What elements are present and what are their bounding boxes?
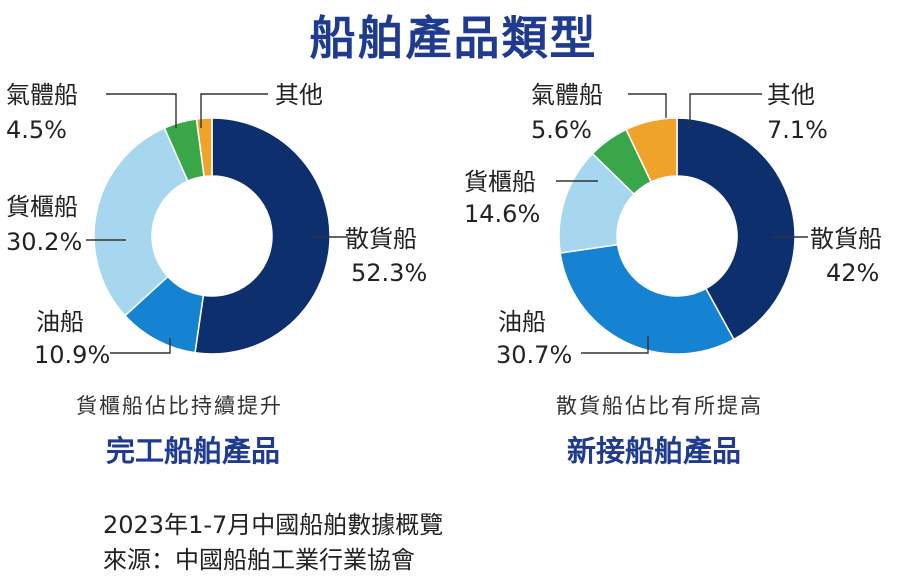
- chart-1-value-bulk: 52.3%: [351, 259, 427, 287]
- chart-1-leader-tanker: [110, 338, 171, 354]
- chart-2-leader-other: [689, 93, 762, 128]
- chart-2-slice-other: [625, 117, 678, 183]
- chart-2-slice-bulk: [676, 117, 796, 341]
- chart-1-label-container: 貨櫃船: [6, 193, 78, 221]
- chart-2-label-other: 其他: [767, 81, 815, 109]
- chart-1-slice-bulk: [194, 117, 331, 355]
- chart-1-leader-other: [200, 93, 268, 128]
- chart-2-subtitle: 新接船舶產品: [567, 434, 742, 468]
- footer-source: 來源：中國船舶工業行業協會: [103, 546, 415, 574]
- chart-1-value-container: 30.2%: [6, 228, 82, 256]
- chart-2-leader-tanker: [581, 336, 649, 354]
- chart-1-slice-container: [93, 127, 189, 317]
- chart-2-value-bulk: 42%: [826, 259, 879, 287]
- chart-2-label-gas: 氣體船: [531, 81, 603, 109]
- chart-1-label-bulk: 散貨船: [345, 225, 417, 253]
- chart-1-label-tanker: 油船: [36, 308, 84, 336]
- chart-2-label-container: 貨櫃船: [464, 168, 536, 196]
- page-title: 船舶產品類型: [309, 11, 598, 65]
- chart-1-value-gas: 4.5%: [6, 116, 67, 144]
- chart-1-label-other: 其他: [275, 81, 323, 109]
- chart-1-leader-gas: [106, 93, 177, 128]
- chart-2-value-container: 14.6%: [464, 200, 540, 228]
- chart-1-caption: 貨櫃船佔比持續提升: [76, 394, 283, 418]
- chart-2-value-tanker: 30.7%: [496, 341, 572, 369]
- footer-period: 2023年1-7月中國船舶數據概覽: [103, 511, 444, 539]
- chart-1-subtitle: 完工船舶產品: [106, 434, 281, 468]
- chart-2-label-bulk: 散貨船: [810, 225, 882, 253]
- chart-2-value-other: 7.1%: [767, 116, 828, 144]
- chart-2-leader-gas: [628, 93, 667, 128]
- chart-2-value-gas: 5.6%: [531, 116, 592, 144]
- chart-1-label-gas: 氣體船: [6, 81, 78, 109]
- chart-2-label-tanker: 油船: [498, 308, 546, 336]
- chart-2-slice-tanker: [559, 243, 735, 355]
- chart-2-caption: 散貨船佔比有所提高: [556, 394, 763, 418]
- chart-1-value-tanker: 10.9%: [34, 341, 110, 369]
